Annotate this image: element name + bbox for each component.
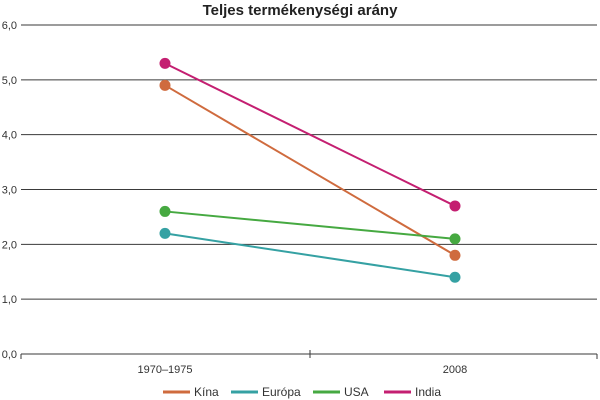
series-line-k-na (164, 84, 456, 257)
data-point-eur-pa (159, 227, 171, 239)
data-point-usa (159, 205, 171, 217)
x-axis-ticks: 1970–1975 2008 (137, 364, 467, 376)
x-tick-label: 2008 (443, 364, 467, 376)
data-point-k-na (449, 249, 461, 261)
legend: Kína Európa USA India (163, 385, 441, 399)
series-line-eur-pa (164, 232, 456, 279)
data-point-usa (449, 233, 461, 245)
data-point-india (449, 200, 461, 212)
y-tick-label: 0,0 (2, 349, 17, 361)
y-tick-label: 3,0 (2, 185, 17, 197)
y-tick-label: 4,0 (2, 130, 17, 142)
y-tick-label: 5,0 (2, 75, 17, 87)
data-point-k-na (159, 79, 171, 91)
chart-title: Teljes termékenységi arány (203, 2, 398, 19)
series-group (159, 57, 461, 283)
gridlines (21, 24, 597, 300)
y-tick-label: 1,0 (2, 294, 17, 306)
legend-label-k-na: Kína (194, 385, 219, 399)
y-axis-ticks: 0,0 1,0 2,0 3,0 4,0 5,0 6,0 (2, 20, 17, 361)
data-point-eur-pa (449, 271, 461, 283)
x-axis (20, 350, 598, 359)
legend-label-eur-pa: Európa (262, 385, 301, 399)
y-tick-label: 6,0 (2, 20, 17, 32)
legend-label-india: India (415, 385, 441, 399)
legend-label-usa: USA (344, 385, 369, 399)
data-point-india (159, 57, 171, 69)
x-tick-label: 1970–1975 (137, 364, 192, 376)
series-line-usa (164, 210, 456, 240)
series-line-india (164, 62, 456, 207)
y-tick-label: 2,0 (2, 239, 17, 251)
